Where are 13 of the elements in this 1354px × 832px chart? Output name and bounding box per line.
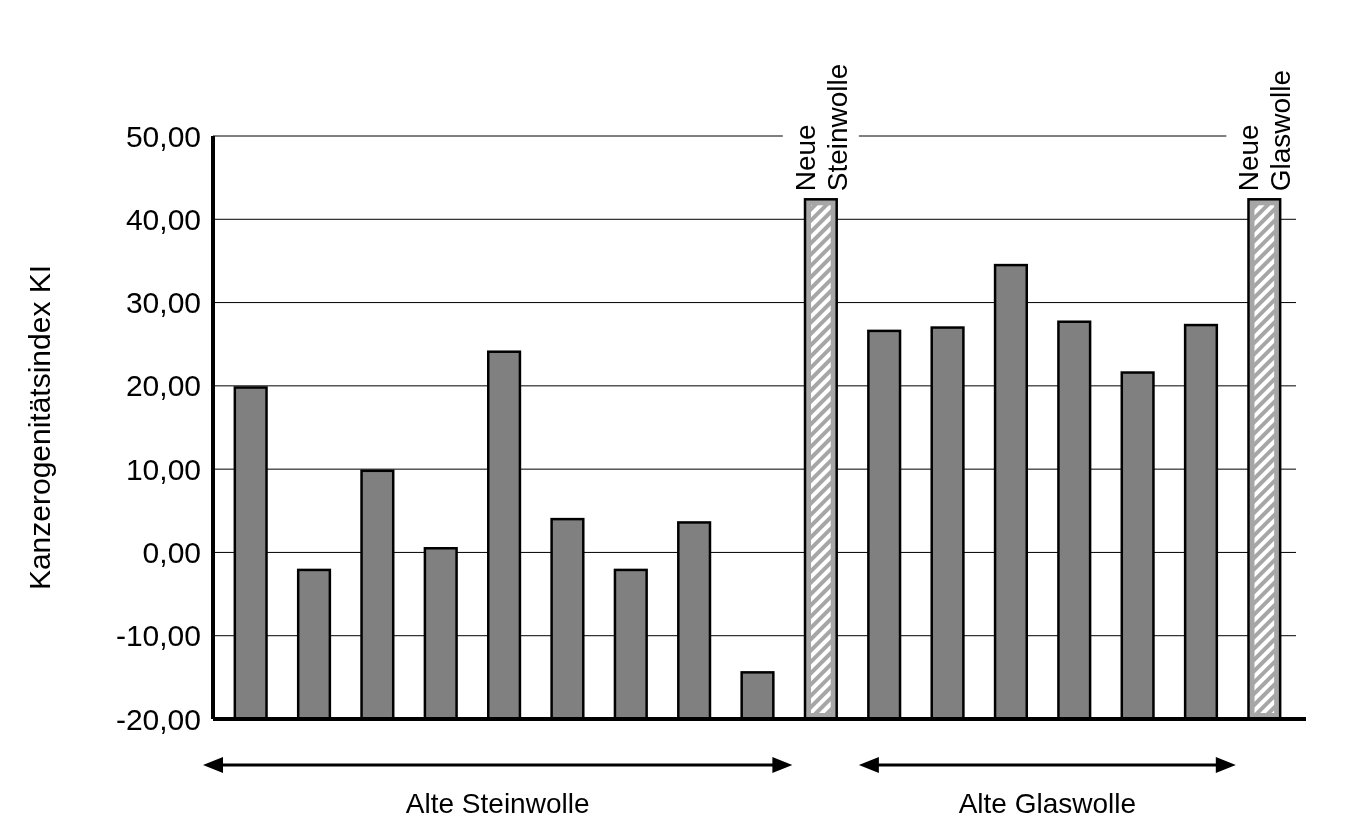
y-tick-label: 30,00 [125,286,201,320]
y-tick-label: -20,00 [115,702,201,736]
y-tick-label: 40,00 [125,202,201,236]
y-tick-label: 0,00 [142,535,201,569]
y-axis-title: Kanzerogenitätsindex KI [23,264,56,591]
x-tick-label: Neue Steinwolle [789,63,853,192]
y-tick-label: 20,00 [125,369,201,403]
text: Alte Steinwolle [405,788,590,819]
y-tick-label: -10,00 [115,619,201,653]
y-tick-label: 50,00 [125,119,201,153]
x-tick-label: Neue Glaswolle [1233,69,1297,192]
text: Alte Glaswolle [958,788,1137,819]
y-tick-label: 10,00 [125,452,201,486]
